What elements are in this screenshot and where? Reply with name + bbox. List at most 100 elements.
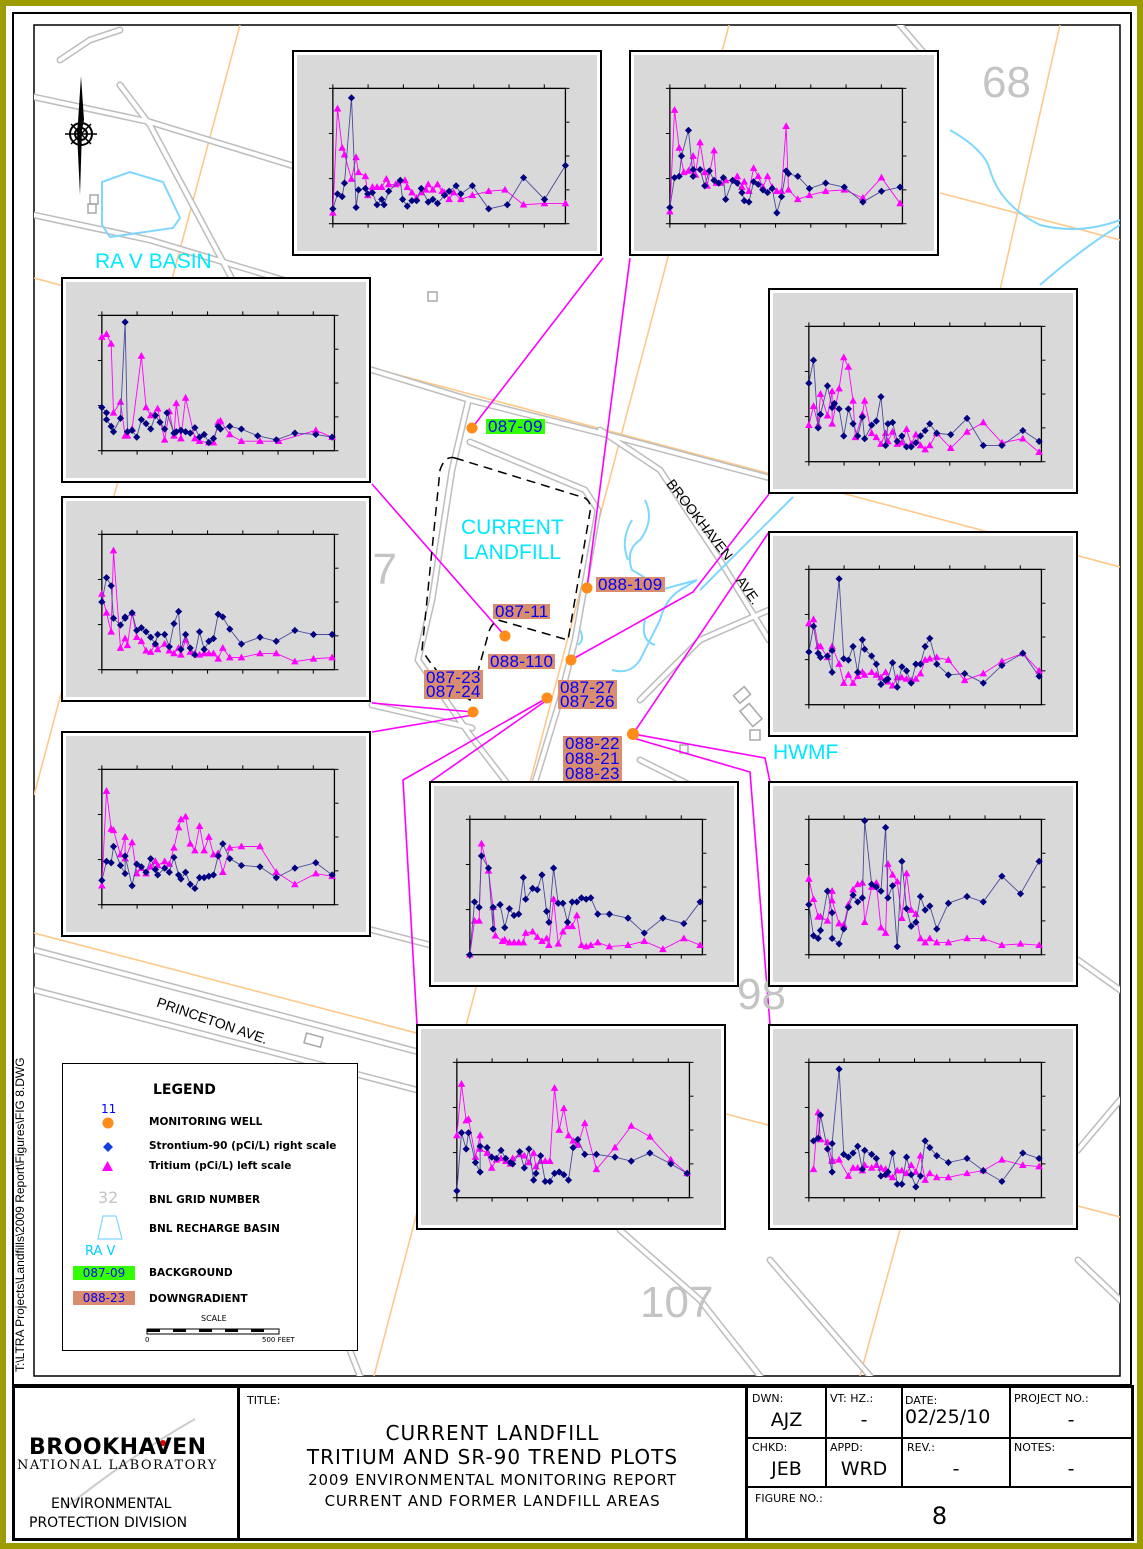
sr90-point (163, 409, 171, 417)
tritium-point (98, 333, 106, 340)
well-087-09[interactable] (466, 422, 478, 434)
sr90-point (309, 630, 318, 639)
tritium-point (816, 642, 825, 650)
sr90-point (740, 197, 748, 205)
tritium-point (1016, 939, 1025, 947)
tritium-point (102, 787, 111, 794)
sr90-point (840, 1150, 848, 1158)
sr90-point (835, 940, 843, 948)
tritium-point (491, 931, 500, 939)
sr90-diamond-icon (103, 1142, 113, 1152)
tritium-point (109, 826, 118, 834)
tritium-point (170, 843, 178, 851)
tritium-point (237, 842, 246, 850)
tritium-point (782, 122, 790, 130)
sr90-point (466, 951, 474, 959)
trend-plot-088-23 (768, 1024, 1078, 1230)
sr90-point (849, 1149, 857, 1157)
well-088-109[interactable] (581, 582, 593, 594)
tritium-point (468, 191, 477, 199)
tritium-point (291, 657, 299, 665)
sr90-point (503, 201, 511, 209)
sr90-point (710, 176, 718, 184)
sr90-point (979, 1167, 987, 1175)
tritium-point (844, 362, 853, 370)
well-label-087-09: 087-09 (486, 417, 545, 436)
sr90-point (828, 1139, 836, 1148)
tritium-point (121, 833, 129, 840)
appd-label: APPD: (830, 1441, 863, 1454)
tritium-point (116, 397, 125, 405)
tritium-point (809, 895, 818, 903)
tritium-point (888, 1173, 897, 1181)
sr90-point (893, 437, 901, 445)
tritium-point (888, 870, 897, 878)
tritium-point (256, 649, 264, 657)
sr90-point (142, 628, 150, 636)
sr90-point (272, 874, 280, 882)
well-088-110[interactable] (565, 654, 577, 666)
sr90-point (560, 1171, 568, 1179)
sr90-point (550, 1169, 559, 1177)
tritium-point (835, 919, 843, 927)
dwn-value: AJZ (770, 1409, 803, 1431)
tritium-point (519, 938, 528, 946)
sr90-point (916, 1172, 925, 1180)
grid-number-107: 107 (640, 1278, 714, 1327)
sr90-point (849, 642, 857, 651)
well-087-11[interactable] (499, 630, 511, 642)
sr90-point (784, 170, 793, 178)
title-label: TITLE: (247, 1394, 281, 1407)
sr90-point (312, 859, 320, 867)
sr90-point (705, 167, 713, 175)
tritium-point (884, 860, 892, 867)
tritium-point (102, 608, 111, 616)
sr90-point (291, 864, 299, 872)
tritium-point (849, 679, 857, 686)
sr90-point (116, 861, 125, 870)
tritium-point (160, 857, 169, 865)
legend-background-sample: 087-09 (73, 1266, 135, 1280)
tritium-point (361, 172, 370, 180)
sr90-line (808, 578, 1040, 688)
sr90-point (898, 857, 906, 865)
tritium-point (839, 920, 848, 928)
tritium-point (809, 402, 818, 410)
sr90-point (888, 659, 897, 667)
tritium-point (823, 411, 832, 419)
tritium-point (828, 896, 836, 904)
tritium-point (550, 1084, 559, 1091)
tritium-point (520, 1151, 529, 1159)
tritium-point (858, 878, 867, 886)
sr90-point (569, 1144, 577, 1152)
tritium-point (177, 650, 185, 658)
well-087-23-24[interactable] (467, 706, 479, 718)
sr90-point (1035, 857, 1043, 865)
figure-value: 8 (931, 1502, 948, 1530)
tritium-point (998, 1155, 1006, 1163)
sr90-point (646, 1149, 654, 1157)
sr90-point (364, 190, 372, 198)
tritium-point (816, 390, 825, 397)
well-087-27-26[interactable] (541, 692, 553, 704)
tritium-point (912, 910, 920, 917)
tritium-point (521, 929, 530, 936)
sr90-point (522, 895, 530, 903)
sr90-point (605, 910, 613, 918)
scale-zero: 0 (145, 1336, 150, 1344)
well-088-22-21-23[interactable] (627, 728, 639, 740)
tritium-point (1035, 666, 1043, 674)
legend-basin-sample: RA V (85, 1244, 116, 1259)
tritium-point (898, 914, 906, 921)
tritium-point (338, 143, 346, 151)
tritium-point (471, 1153, 480, 1160)
sr90-point (777, 193, 786, 201)
legend-monitoring-well: MONITORING WELL (149, 1116, 263, 1128)
sr90-point (805, 648, 813, 656)
tritium-point (793, 195, 802, 203)
date-value: 02/25/10 (905, 1406, 991, 1428)
tritium-point (200, 846, 208, 854)
sr90-point (170, 620, 178, 628)
rev-value: - (952, 1458, 960, 1480)
tritium-point (754, 172, 763, 180)
